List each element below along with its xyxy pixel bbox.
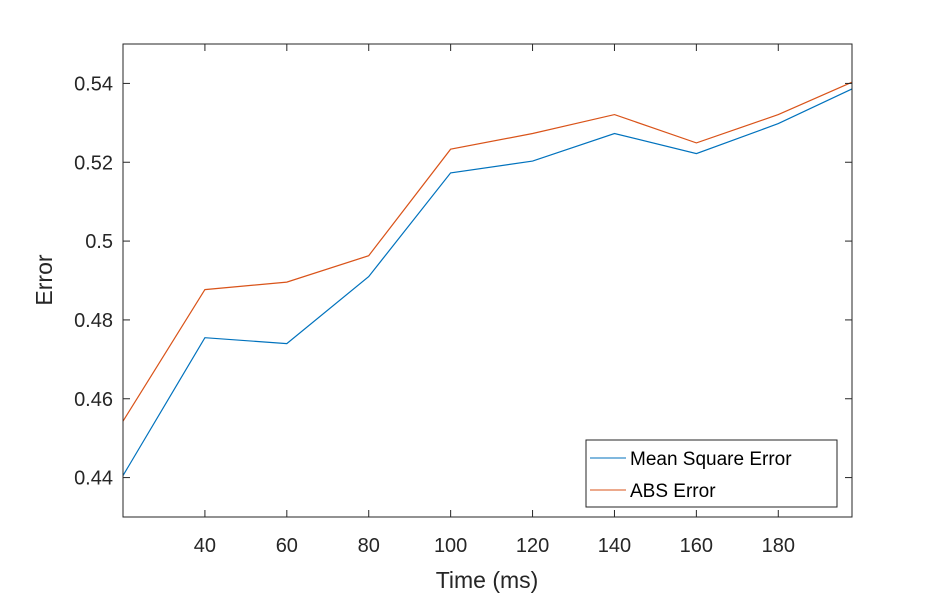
x-tick-label: 140 bbox=[598, 535, 631, 557]
y-tick-label: 0.46 bbox=[74, 389, 113, 411]
plot-area bbox=[123, 44, 852, 517]
legend-box bbox=[585, 439, 838, 508]
y-tick-label: 0.48 bbox=[74, 310, 113, 332]
x-tick-label: 40 bbox=[194, 535, 216, 557]
legend-label-abs-error: ABS Error bbox=[630, 481, 716, 502]
x-axis-label: Time (ms) bbox=[436, 567, 539, 593]
y-tick-label: 0.54 bbox=[74, 73, 113, 95]
x-tick-label: 100 bbox=[434, 535, 467, 557]
y-tick-label: 0.5 bbox=[85, 231, 113, 253]
y-tick-label: 0.52 bbox=[74, 152, 113, 174]
x-axis-ticks: 40 60 80 100 120 140 160 180 bbox=[194, 44, 795, 557]
x-tick-label: 180 bbox=[762, 535, 795, 557]
x-tick-label: 120 bbox=[516, 535, 549, 557]
x-tick-label: 80 bbox=[358, 535, 380, 557]
legend-label-mean-square-error: Mean Square Error bbox=[630, 449, 792, 470]
axes-box bbox=[122, 43, 853, 518]
y-axis-label: Error bbox=[31, 254, 57, 305]
series-line-mean-square-error bbox=[122, 88, 853, 476]
series-layer bbox=[122, 81, 853, 476]
y-tick-label: 0.44 bbox=[74, 468, 113, 490]
series-line-abs-error bbox=[122, 81, 853, 422]
y-axis-ticks: 0.44 0.46 0.48 0.5 0.52 0.54 bbox=[74, 73, 852, 490]
x-tick-label: 60 bbox=[276, 535, 298, 557]
legend: Mean Square Error ABS Error bbox=[585, 439, 838, 508]
x-tick-label: 160 bbox=[680, 535, 713, 557]
